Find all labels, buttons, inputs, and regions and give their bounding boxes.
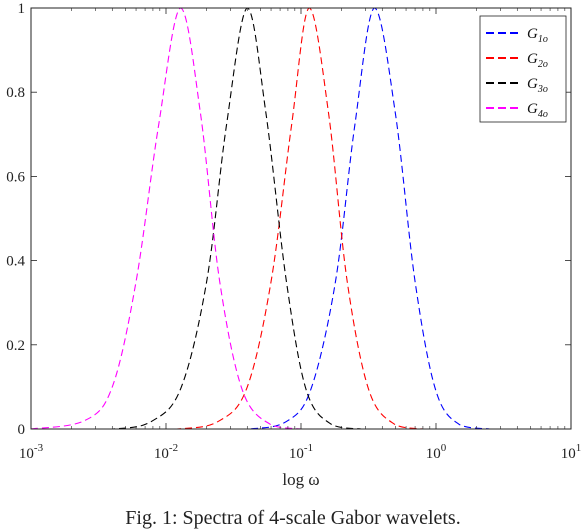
y-tick-label: 0.6 <box>6 169 25 185</box>
y-tick-label: 0.2 <box>6 338 25 354</box>
legend-label-2: G2o <box>527 51 548 70</box>
y-tick-label: 1 <box>18 1 26 17</box>
legend-box <box>479 15 567 123</box>
figure-caption: Fig. 1: Spectra of 4-scale Gabor wavelet… <box>125 507 461 529</box>
series-line-3 <box>31 8 571 429</box>
y-tick-label: 0 <box>18 422 26 438</box>
x-tick-label: 10-2 <box>154 442 178 462</box>
series-line-2 <box>31 8 571 429</box>
x-tick-label: 10-3 <box>19 442 44 462</box>
x-tick-label: 100 <box>426 442 447 462</box>
legend-label-3: G3o <box>527 76 548 95</box>
y-tick-label: 0.4 <box>6 254 25 270</box>
legend-label-1: G1o <box>527 26 548 45</box>
x-tick-label: 10-1 <box>289 442 313 462</box>
x-axis-label: log ω <box>282 470 319 489</box>
legend-label-4: G4o <box>527 101 548 120</box>
series-line-1 <box>31 8 571 429</box>
legend: G1o G2o G3o G4o <box>479 15 567 123</box>
y-tick-label: 0.8 <box>6 85 25 101</box>
ticks-layer <box>30 7 572 430</box>
legend-items: G1o G2o G3o G4o <box>486 26 548 120</box>
tick-labels-layer: 10-3 10-2 10-1 100 101 0 0.2 0.4 0.6 0.8 1 <box>6 1 581 462</box>
x-tick-label: 101 <box>561 442 582 462</box>
